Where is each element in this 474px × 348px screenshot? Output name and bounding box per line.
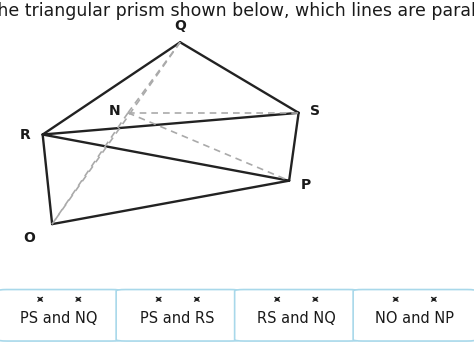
Text: PS and NQ: PS and NQ xyxy=(20,311,98,326)
Text: O: O xyxy=(24,231,36,245)
FancyBboxPatch shape xyxy=(235,290,358,341)
Text: Q: Q xyxy=(174,19,186,33)
FancyBboxPatch shape xyxy=(116,290,239,341)
Text: RS and NQ: RS and NQ xyxy=(257,311,336,326)
Text: PS and RS: PS and RS xyxy=(140,311,215,326)
Text: In the triangular prism shown below, which lines are parallel?: In the triangular prism shown below, whi… xyxy=(0,2,474,20)
Text: S: S xyxy=(310,104,320,118)
FancyBboxPatch shape xyxy=(353,290,474,341)
FancyBboxPatch shape xyxy=(0,290,121,341)
Text: P: P xyxy=(301,178,311,192)
Text: NO and NP: NO and NP xyxy=(375,311,454,326)
Text: N: N xyxy=(109,104,121,118)
Text: R: R xyxy=(20,127,31,142)
